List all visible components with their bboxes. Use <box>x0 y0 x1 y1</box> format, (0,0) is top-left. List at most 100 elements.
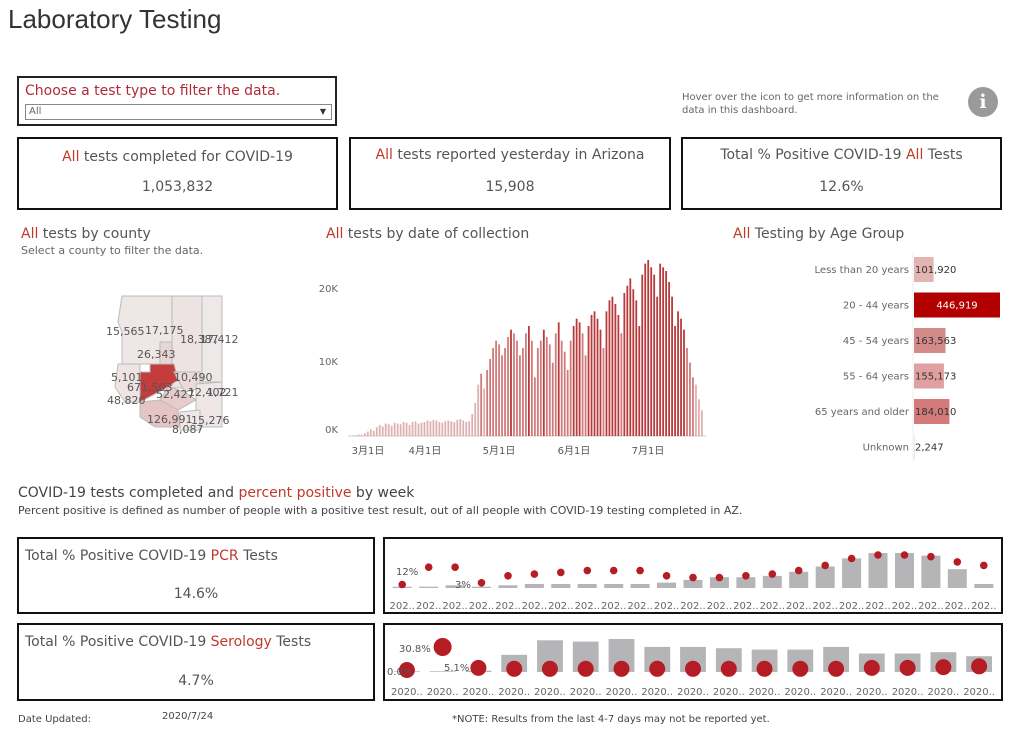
percent-positive-dot[interactable] <box>541 660 558 677</box>
age-bar[interactable] <box>914 363 944 389</box>
date-bar[interactable] <box>369 429 372 436</box>
percent-positive-dot[interactable] <box>953 558 962 566</box>
date-bar[interactable] <box>695 384 697 436</box>
percent-positive-dot[interactable] <box>662 572 671 580</box>
percent-positive-dot[interactable] <box>424 563 433 571</box>
date-bar[interactable] <box>683 329 685 436</box>
age-bar[interactable] <box>914 292 1000 318</box>
weekly-tests-bar[interactable] <box>630 584 650 588</box>
date-bar[interactable] <box>539 340 542 436</box>
date-bar[interactable] <box>653 274 656 436</box>
weekly-tests-bar[interactable] <box>895 553 914 588</box>
percent-positive-dot[interactable] <box>768 570 777 578</box>
date-bar[interactable] <box>647 260 650 436</box>
percent-positive-dot[interactable] <box>398 580 406 589</box>
date-bar[interactable] <box>402 422 405 436</box>
date-bar[interactable] <box>533 377 536 436</box>
date-bar[interactable] <box>468 421 471 436</box>
date-bar[interactable] <box>519 355 521 436</box>
date-bar[interactable] <box>602 348 605 436</box>
date-bar[interactable] <box>471 414 474 436</box>
date-bar[interactable] <box>352 435 354 436</box>
date-bar[interactable] <box>668 282 670 436</box>
date-bar[interactable] <box>456 419 459 436</box>
weekly-tests-bar[interactable] <box>974 584 994 588</box>
date-bar[interactable] <box>504 348 506 436</box>
date-bar[interactable] <box>563 351 566 436</box>
weekly-tests-bar[interactable] <box>736 577 756 588</box>
date-bar[interactable] <box>572 326 575 436</box>
date-bar[interactable] <box>444 421 447 436</box>
date-bar[interactable] <box>498 344 500 436</box>
weekly-tests-bar[interactable] <box>789 571 809 588</box>
date-bar[interactable] <box>593 311 596 436</box>
date-bar[interactable] <box>605 311 608 436</box>
percent-positive-dot[interactable] <box>398 662 415 678</box>
weekly-tests-bar[interactable] <box>429 671 456 672</box>
date-bar[interactable] <box>438 422 441 436</box>
weekly-tests-bar[interactable] <box>683 579 703 588</box>
percent-positive-dot[interactable] <box>821 561 829 570</box>
percent-positive-dot[interactable] <box>899 659 916 676</box>
arizona-county-map[interactable]: 15,565 17,175 18,387 17,412 26,343 5,101… <box>100 292 240 437</box>
weekly-tests-bar[interactable] <box>419 586 439 588</box>
date-bar[interactable] <box>363 433 366 436</box>
date-bar[interactable] <box>677 311 679 436</box>
date-bar[interactable] <box>408 425 411 436</box>
county-pinal[interactable] <box>159 386 197 411</box>
percent-positive-dot[interactable] <box>935 659 952 676</box>
date-bar[interactable] <box>638 326 641 436</box>
info-icon[interactable]: i <box>968 87 998 117</box>
date-bar[interactable] <box>501 355 503 436</box>
weekly-tests-bar[interactable] <box>762 575 782 588</box>
date-bar[interactable] <box>545 337 548 436</box>
date-bar[interactable] <box>510 329 512 436</box>
date-bar[interactable] <box>462 420 465 436</box>
age-bar[interactable] <box>914 399 950 424</box>
date-bar[interactable] <box>474 403 477 436</box>
date-bar[interactable] <box>578 322 581 436</box>
date-bar[interactable] <box>375 427 378 436</box>
percent-positive-dot[interactable] <box>874 551 882 559</box>
date-bar[interactable] <box>530 340 533 436</box>
percent-positive-dot[interactable] <box>613 660 630 677</box>
percent-positive-dot[interactable] <box>720 660 737 677</box>
date-bar[interactable] <box>620 333 623 436</box>
date-bar[interactable] <box>551 362 554 436</box>
date-bar[interactable] <box>396 423 399 436</box>
date-bar[interactable] <box>701 410 703 436</box>
percent-positive-dot[interactable] <box>636 566 644 575</box>
date-bar[interactable] <box>584 355 587 436</box>
date-bar[interactable] <box>548 344 551 436</box>
date-bar[interactable] <box>450 421 453 436</box>
date-bar[interactable] <box>560 340 563 436</box>
percent-positive-dot[interactable] <box>756 660 773 677</box>
date-bar[interactable] <box>536 348 539 436</box>
weekly-tests-bar[interactable] <box>577 584 597 588</box>
date-bar[interactable] <box>542 329 545 436</box>
serology-weekly-chart[interactable]: 2020.. 2020.. 2020.. 2020.. 2020.. 2020.. 2020… <box>383 623 1003 701</box>
county-gila[interactable] <box>173 371 201 393</box>
tests-by-date-chart[interactable]: 20K 10K 0K 3月1日 4月1日 5月1日 6月1日 7月1日 <box>316 250 716 462</box>
date-bar[interactable] <box>671 296 673 436</box>
test-type-select[interactable]: All ▼ <box>25 104 332 120</box>
date-bar[interactable] <box>516 340 518 436</box>
date-bar[interactable] <box>495 340 497 436</box>
percent-positive-dot[interactable] <box>742 572 750 580</box>
date-bar[interactable] <box>507 337 509 436</box>
date-bar[interactable] <box>387 424 390 436</box>
date-bar[interactable] <box>378 425 381 436</box>
date-bar[interactable] <box>566 370 569 436</box>
percent-positive-dot[interactable] <box>792 660 809 677</box>
date-bar[interactable] <box>486 370 489 436</box>
date-bar[interactable] <box>423 422 426 436</box>
date-bar[interactable] <box>611 296 614 436</box>
percent-positive-dot[interactable] <box>715 573 724 582</box>
date-bar[interactable] <box>393 422 396 436</box>
date-bar[interactable] <box>629 278 632 436</box>
date-bar[interactable] <box>489 359 492 436</box>
percent-positive-dot[interactable] <box>971 658 988 675</box>
date-bar[interactable] <box>405 422 408 436</box>
date-bar[interactable] <box>420 422 423 436</box>
date-bar[interactable] <box>399 424 402 436</box>
